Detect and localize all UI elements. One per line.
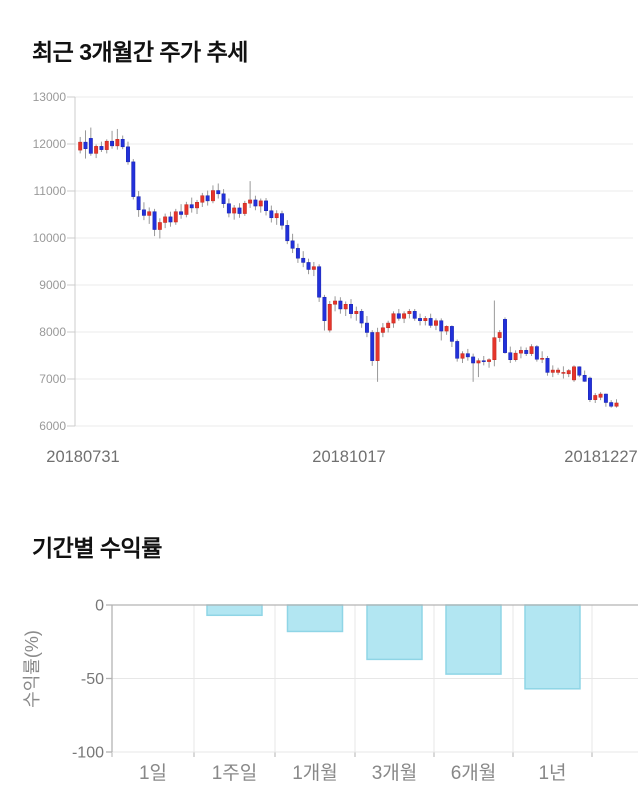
price-trend-candlestick-chart: 13000 12000 11000 10000 9000 8000 7000 6000 2018… — [33, 90, 638, 466]
svg-text:12000: 12000 — [33, 137, 67, 151]
svg-text:3개월: 3개월 — [372, 762, 418, 784]
svg-text:1주일: 1주일 — [212, 762, 258, 784]
svg-text:9000: 9000 — [39, 278, 66, 292]
svg-text:20180731: 20180731 — [46, 448, 119, 466]
svg-text:10000: 10000 — [33, 231, 67, 245]
grid-lines — [67, 96, 633, 427]
bar-3개월 — [366, 604, 423, 661]
svg-text:13000: 13000 — [33, 90, 67, 104]
svg-text:7000: 7000 — [39, 372, 66, 386]
svg-text:1일: 1일 — [139, 762, 167, 784]
bar-1년 — [524, 604, 581, 690]
x-axis-labels: 20180731 20181017 20181227 — [46, 448, 637, 466]
svg-text:6000: 6000 — [39, 419, 66, 433]
svg-text:0: 0 — [95, 598, 104, 615]
svg-text:-50: -50 — [81, 671, 104, 688]
candles — [78, 127, 619, 408]
svg-text:1년: 1년 — [538, 762, 566, 784]
bars — [206, 604, 581, 690]
category-labels: 1일 1주일 1개월 3개월 6개월 1년 — [139, 762, 567, 784]
y-axis-title-group: 수익률(%) — [22, 630, 42, 708]
svg-text:11000: 11000 — [34, 184, 67, 198]
bar-1개월 — [286, 604, 344, 633]
svg-text:20181017: 20181017 — [312, 448, 385, 466]
svg-text:6개월: 6개월 — [451, 762, 497, 784]
price-trend-title: 최근 3개월간 주가 추세 — [32, 39, 248, 65]
bar-6개월 — [445, 604, 502, 675]
bar-1주일 — [206, 604, 263, 617]
y-axis-labels: 0 -50 -100 — [72, 598, 104, 762]
svg-text:1개월: 1개월 — [292, 762, 338, 784]
y-axis-title: 수익률(%) — [22, 630, 42, 708]
axes — [106, 604, 638, 753]
svg-text:8000: 8000 — [39, 325, 66, 339]
y-axis-labels: 13000 12000 11000 10000 9000 8000 7000 6000 — [33, 90, 67, 433]
returns-title: 기간별 수익률 — [32, 535, 162, 561]
returns-bar-chart: 0 -50 -100 1일 1주일 1개월 3개월 6개월 1년 수익률(%) — [22, 598, 638, 784]
svg-text:-100: -100 — [72, 745, 104, 762]
grid-lines — [111, 605, 638, 757]
svg-text:20181227: 20181227 — [564, 448, 637, 466]
